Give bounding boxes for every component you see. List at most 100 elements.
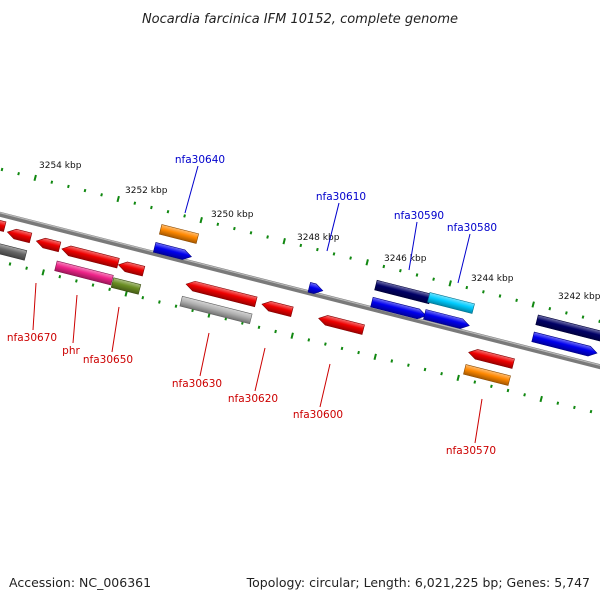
inner-tick xyxy=(174,304,178,308)
outer-tick xyxy=(565,311,568,315)
scale-label: 3246 kbp xyxy=(384,254,427,264)
outer-tick xyxy=(365,259,369,266)
scale-label: 3244 kbp xyxy=(471,274,514,284)
leader-line xyxy=(254,347,266,392)
inner-tick xyxy=(506,388,510,393)
feature-red-2[interactable] xyxy=(6,227,33,244)
feature-red-nfa30630[interactable] xyxy=(185,279,258,308)
leader-line xyxy=(457,233,471,284)
outer-tick xyxy=(83,188,87,193)
feature-blue-nfa30610[interactable] xyxy=(307,282,324,295)
inner-tick xyxy=(589,409,593,414)
scale-label: 3254 kbp xyxy=(39,161,82,171)
leader-line xyxy=(474,398,483,444)
gene-label[interactable]: phr xyxy=(62,345,80,357)
feature-pink-phr[interactable] xyxy=(54,260,114,286)
inner-tick xyxy=(8,262,12,266)
outer-tick xyxy=(316,247,319,252)
leader-line xyxy=(184,165,199,214)
feature-navy-nfa30590[interactable] xyxy=(374,279,432,305)
feature-blue-right[interactable] xyxy=(531,331,598,358)
label-leaders xyxy=(32,165,483,444)
feature-blue-nfa30640[interactable] xyxy=(152,242,192,261)
outer-tick xyxy=(133,201,137,205)
leader-line xyxy=(32,282,37,331)
outer-tick xyxy=(415,273,419,277)
feature-silver-nfa30630[interactable] xyxy=(179,295,253,325)
backbone xyxy=(0,211,600,370)
leader-line xyxy=(111,306,120,353)
gene-label[interactable]: nfa30590 xyxy=(394,210,444,222)
gene-label[interactable]: nfa30610 xyxy=(316,191,366,203)
inner-tick xyxy=(158,300,161,304)
inner-tick xyxy=(41,269,45,276)
leader-line xyxy=(199,332,210,377)
scale-label: 3248 kbp xyxy=(297,233,340,243)
scale-labels: 3254 kbp 3252 kbp 3250 kbp 3248 kbp 3246 kbp… xyxy=(39,161,600,302)
feature-gray-1[interactable] xyxy=(0,243,28,261)
outer-tick xyxy=(233,226,236,231)
gene-label[interactable]: nfa30650 xyxy=(83,354,133,366)
outer-tick xyxy=(183,214,186,218)
inner-tick xyxy=(108,287,111,292)
outer-tick xyxy=(116,195,120,203)
inner-tick xyxy=(440,371,443,376)
inner-tick xyxy=(539,395,543,403)
inner-tick xyxy=(324,342,327,346)
outer-tick xyxy=(0,167,4,172)
feature-blue-nfa30580[interactable] xyxy=(423,309,470,330)
outer-tick-track xyxy=(0,167,600,324)
gene-label[interactable]: nfa30670 xyxy=(7,332,57,344)
outer-tick xyxy=(548,306,552,311)
outer-tick xyxy=(166,209,170,214)
outer-tick xyxy=(465,285,469,290)
leader-line xyxy=(326,202,340,252)
inner-tick xyxy=(75,279,78,283)
feature-orange-nfa30640[interactable] xyxy=(158,224,200,244)
feature-red-nfa30620[interactable] xyxy=(261,299,294,318)
feature-olive-nfa30650[interactable] xyxy=(110,277,142,295)
feature-red-nfa30570[interactable] xyxy=(467,347,515,369)
outer-tick xyxy=(515,298,518,303)
outer-tick xyxy=(382,264,386,269)
inner-tick xyxy=(124,290,128,297)
inner-tick xyxy=(274,329,277,334)
outer-tick xyxy=(349,256,352,260)
gene-label[interactable]: nfa30570 xyxy=(446,445,496,457)
feature-orange-nfa30570[interactable] xyxy=(463,364,511,386)
feature-red-nfa30600[interactable] xyxy=(317,313,365,335)
inner-tick xyxy=(290,332,294,339)
outer-tick xyxy=(17,171,20,176)
feature-red-3[interactable] xyxy=(35,236,62,253)
feature-red-4[interactable] xyxy=(117,260,146,277)
gene-label[interactable]: nfa30630 xyxy=(172,378,222,390)
feature-blue-nfa30590[interactable] xyxy=(370,296,428,320)
inner-tick xyxy=(523,393,526,397)
leader-line xyxy=(319,363,331,408)
inner-tick xyxy=(423,367,427,372)
outer-tick xyxy=(332,252,336,256)
inner-tick xyxy=(340,346,344,351)
genome-summary-text: Topology: circular; Length: 6,021,225 bp… xyxy=(246,575,590,590)
outer-tick xyxy=(581,315,585,319)
leader-line xyxy=(72,294,78,344)
accession-text: Accession: NC_006361 xyxy=(9,575,152,590)
scale-label: 3252 kbp xyxy=(125,186,168,196)
outer-tick xyxy=(216,222,220,227)
gene-label[interactable]: nfa30580 xyxy=(447,222,497,234)
outer-tick xyxy=(399,268,402,273)
feature-red-phr[interactable] xyxy=(61,244,120,269)
gene-label[interactable]: nfa30620 xyxy=(228,393,278,405)
outer-tick xyxy=(531,301,535,308)
inner-tick-track xyxy=(8,262,593,414)
map-title: Nocardia farcinica IFM 10152, complete g… xyxy=(142,12,458,27)
inner-tick xyxy=(58,274,62,279)
outer-tick xyxy=(199,216,203,224)
inner-tick xyxy=(390,359,394,363)
feature-red-1[interactable] xyxy=(0,218,7,232)
gene-label[interactable]: nfa30600 xyxy=(293,409,343,421)
feature-cyan-nfa30580[interactable] xyxy=(427,292,475,314)
inner-tick xyxy=(456,374,460,382)
gene-label[interactable]: nfa30640 xyxy=(175,154,225,166)
inner-tick xyxy=(357,350,360,355)
